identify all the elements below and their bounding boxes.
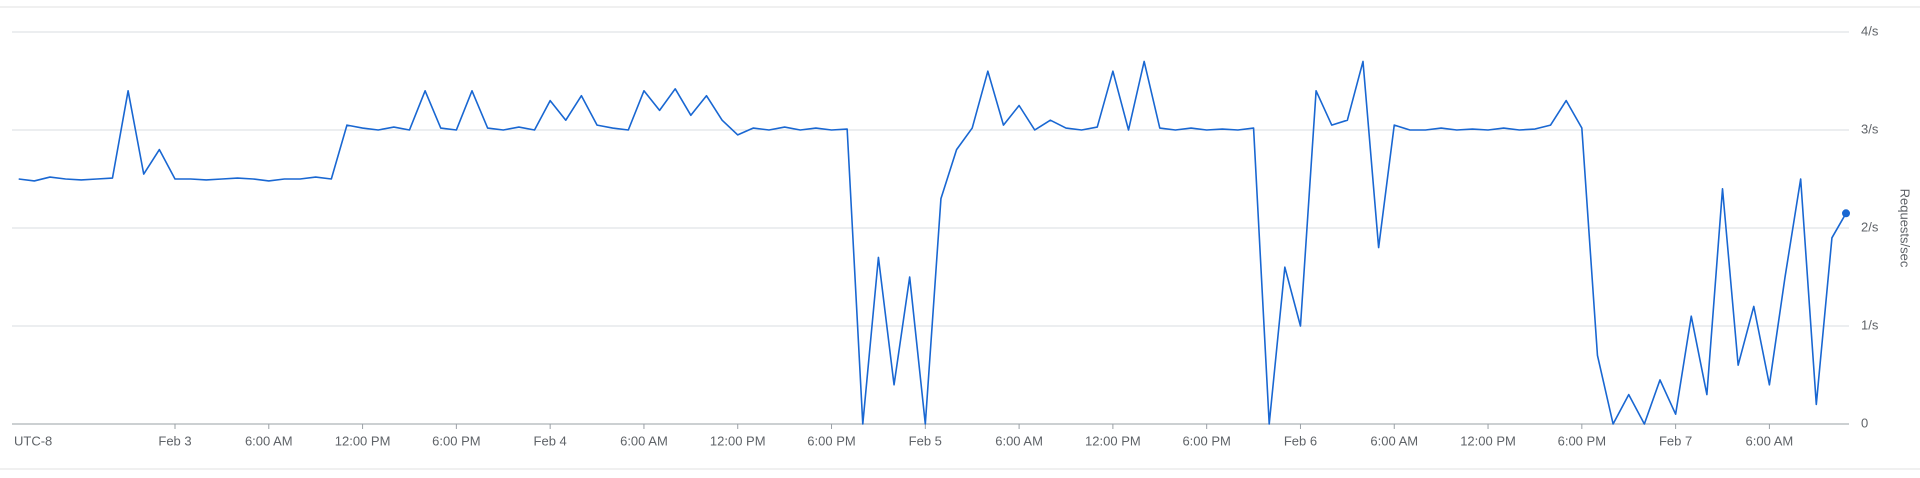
x-tick-label: 12:00 PM <box>335 433 391 448</box>
last-point <box>1842 209 1850 218</box>
series-line <box>18 60 1847 425</box>
x-tick-label: 6:00 PM <box>432 433 480 448</box>
y-tick-label: 3/s <box>1861 121 1879 136</box>
x-tick-label: 6:00 AM <box>245 433 293 448</box>
y-axis-title: Requests/sec <box>1898 189 1913 268</box>
x-tick-label: 12:00 PM <box>710 433 766 448</box>
x-tick-label: 6:00 AM <box>1370 433 1418 448</box>
y-tick-label: 1/s <box>1861 317 1879 332</box>
x-tick-label: Feb 4 <box>534 433 567 448</box>
x-tick-label: 6:00 PM <box>1558 433 1606 448</box>
x-tick-label: 6:00 PM <box>807 433 855 448</box>
y-tick-label: 0 <box>1861 415 1868 430</box>
x-tick-label: 12:00 PM <box>1460 433 1516 448</box>
x-tick-label: Feb 7 <box>1659 433 1692 448</box>
x-tick-label: Feb 6 <box>1284 433 1317 448</box>
timezone-label: UTC-8 <box>14 433 52 448</box>
x-tick-label: 6:00 AM <box>1746 433 1794 448</box>
y-tick-label: 2/s <box>1861 219 1879 234</box>
x-tick-label: Feb 3 <box>158 433 191 448</box>
y-tick-label: 4/s <box>1861 23 1879 38</box>
x-tick-label: 6:00 AM <box>995 433 1043 448</box>
x-tick-label: 12:00 PM <box>1085 433 1141 448</box>
x-tick-label: 6:00 AM <box>620 433 668 448</box>
x-tick-label: 6:00 PM <box>1182 433 1230 448</box>
x-tick-label: Feb 5 <box>909 433 942 448</box>
